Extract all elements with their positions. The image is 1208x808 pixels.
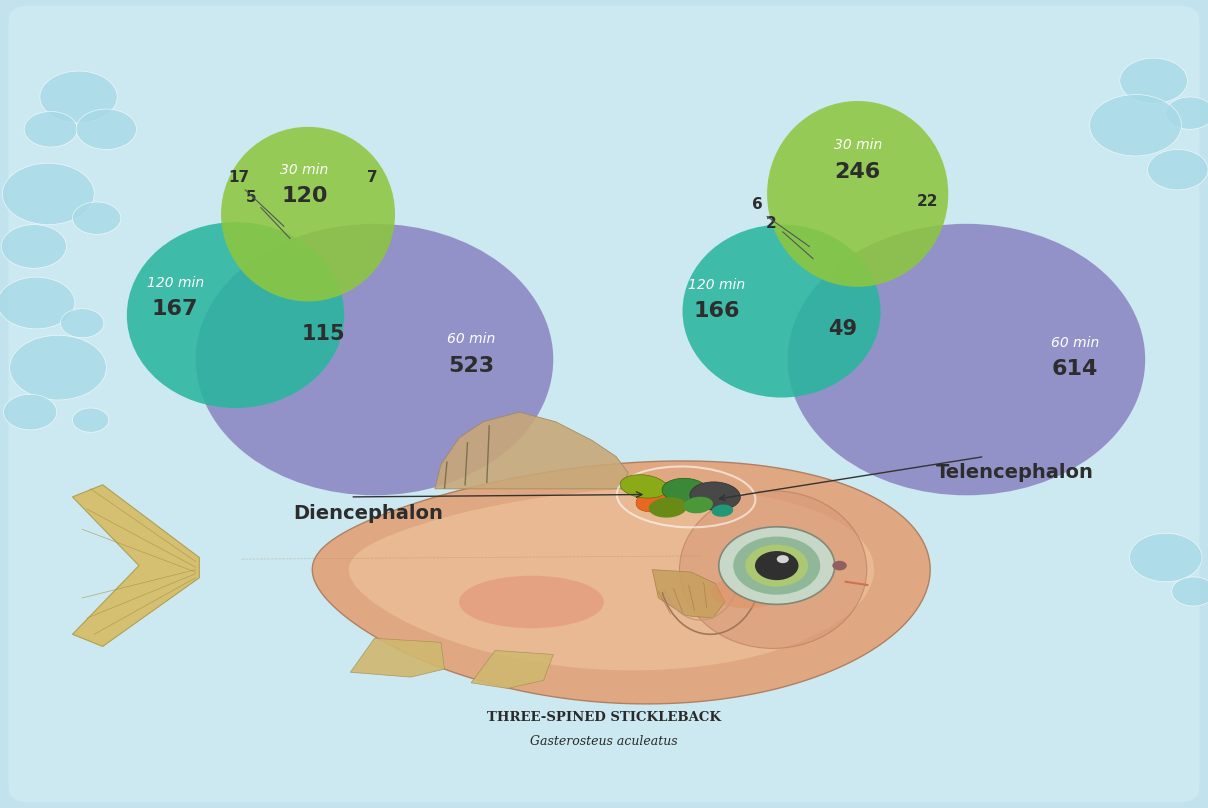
- Circle shape: [733, 537, 820, 595]
- Ellipse shape: [459, 575, 604, 629]
- Text: 7: 7: [367, 170, 377, 185]
- Circle shape: [1166, 97, 1208, 129]
- Circle shape: [719, 527, 835, 604]
- Text: THREE-SPINED STICKLEBACK: THREE-SPINED STICKLEBACK: [487, 711, 721, 724]
- Polygon shape: [435, 412, 628, 489]
- Ellipse shape: [683, 225, 881, 398]
- Ellipse shape: [637, 482, 687, 511]
- Circle shape: [72, 408, 109, 432]
- Text: 523: 523: [448, 356, 494, 376]
- Text: Gasterosteus aculeatus: Gasterosteus aculeatus: [530, 735, 678, 748]
- Text: 60 min: 60 min: [1051, 335, 1099, 350]
- Circle shape: [1148, 149, 1208, 190]
- Text: 30 min: 30 min: [834, 138, 882, 153]
- Circle shape: [755, 551, 798, 580]
- Polygon shape: [652, 570, 725, 618]
- Circle shape: [1172, 577, 1208, 606]
- Circle shape: [4, 394, 57, 430]
- Ellipse shape: [767, 101, 948, 287]
- Text: 49: 49: [829, 319, 858, 339]
- Ellipse shape: [710, 576, 783, 608]
- Text: 30 min: 30 min: [280, 162, 329, 177]
- Text: 166: 166: [693, 301, 739, 321]
- Circle shape: [76, 109, 137, 149]
- Ellipse shape: [690, 482, 741, 511]
- Polygon shape: [313, 461, 930, 704]
- Circle shape: [24, 112, 77, 147]
- Ellipse shape: [620, 475, 668, 498]
- FancyBboxPatch shape: [8, 6, 1200, 802]
- Circle shape: [1129, 533, 1202, 582]
- Polygon shape: [350, 638, 445, 677]
- Circle shape: [1120, 58, 1187, 103]
- Text: 120 min: 120 min: [146, 276, 204, 290]
- Circle shape: [60, 309, 104, 338]
- Ellipse shape: [221, 127, 395, 301]
- Text: Telencephalon: Telencephalon: [936, 463, 1093, 482]
- Text: 614: 614: [1052, 360, 1098, 379]
- Text: 167: 167: [152, 299, 198, 318]
- Circle shape: [2, 163, 94, 225]
- Circle shape: [777, 555, 789, 563]
- Circle shape: [832, 561, 847, 570]
- Text: 115: 115: [302, 324, 345, 343]
- Text: 120 min: 120 min: [687, 278, 745, 292]
- Circle shape: [72, 202, 121, 234]
- Circle shape: [1, 225, 66, 268]
- Polygon shape: [72, 485, 199, 646]
- Ellipse shape: [788, 224, 1145, 495]
- Circle shape: [1090, 95, 1181, 156]
- Text: 2: 2: [766, 217, 776, 231]
- Text: Diencephalon: Diencephalon: [294, 503, 443, 523]
- Text: 6: 6: [753, 197, 762, 212]
- Text: 60 min: 60 min: [447, 332, 495, 347]
- Circle shape: [40, 71, 117, 123]
- Ellipse shape: [679, 490, 867, 648]
- Polygon shape: [349, 488, 875, 671]
- Ellipse shape: [712, 504, 733, 517]
- Text: 22: 22: [917, 195, 939, 209]
- Ellipse shape: [649, 497, 687, 518]
- Polygon shape: [471, 650, 553, 688]
- Circle shape: [0, 277, 75, 329]
- Ellipse shape: [684, 497, 713, 513]
- Text: 120: 120: [281, 187, 327, 206]
- Circle shape: [10, 335, 106, 400]
- Ellipse shape: [662, 478, 708, 503]
- Text: 246: 246: [835, 162, 881, 182]
- Text: 5: 5: [246, 191, 256, 205]
- Ellipse shape: [127, 222, 344, 408]
- Text: 17: 17: [228, 170, 250, 185]
- Ellipse shape: [196, 224, 553, 495]
- Circle shape: [745, 545, 808, 587]
